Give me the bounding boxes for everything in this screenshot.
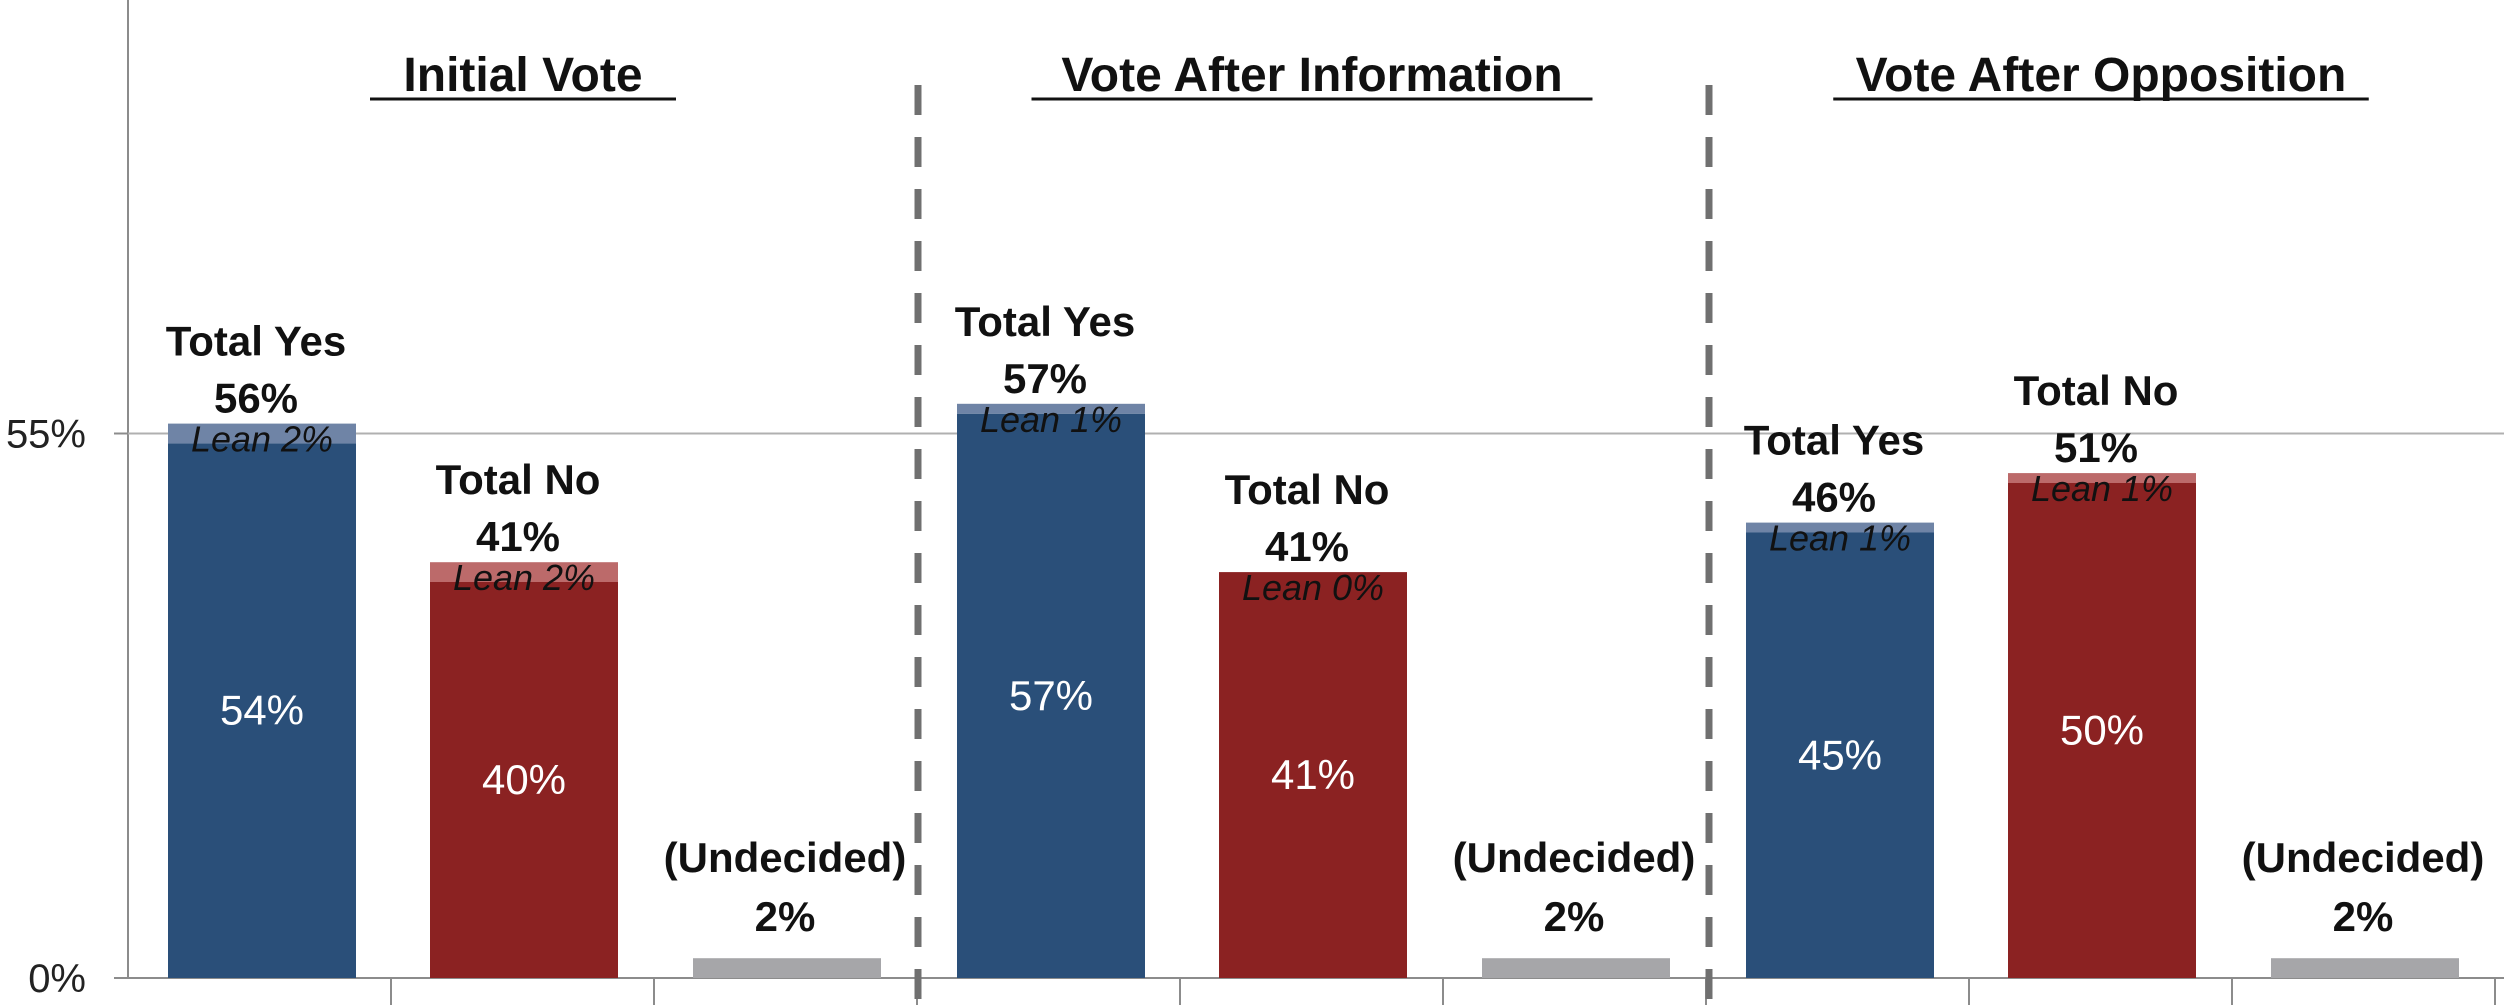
- yes-lean-bar: [957, 403, 1145, 414]
- no-base-value-label: 41%: [1271, 751, 1355, 798]
- yes-base-value-label: 54%: [220, 687, 304, 734]
- yes-total-label: Total Yes: [955, 298, 1136, 345]
- undecided-label: (Undecided): [664, 834, 907, 881]
- yes-total-value: 56%: [214, 375, 298, 422]
- undecided-bar: [1482, 958, 1670, 978]
- undecided-value: 2%: [1544, 893, 1605, 940]
- bars: [168, 403, 2459, 978]
- group-title: Vote After Opposition: [1856, 49, 2347, 102]
- group-title: Vote After Information: [1061, 49, 1562, 102]
- no-total-value: 41%: [1265, 523, 1349, 570]
- y-tick-label: 0%: [28, 957, 86, 1001]
- yes-lean-bar: [168, 423, 356, 444]
- no-base-value-label: 50%: [2060, 707, 2144, 754]
- undecided-label: (Undecided): [1453, 834, 1696, 881]
- no-lean-bar: [2008, 473, 2196, 483]
- yes-base-bar: [1746, 532, 1934, 978]
- no-base-bar: [2008, 483, 2196, 978]
- yes-total-value: 57%: [1003, 355, 1087, 402]
- no-lean-label: Lean 2%: [453, 557, 595, 598]
- y-tick-label: 55%: [6, 413, 86, 457]
- yes-lean-label: Lean 2%: [191, 419, 333, 460]
- no-base-bar: [1219, 572, 1407, 978]
- yes-lean-label: Lean 1%: [980, 399, 1122, 440]
- undecided-bar: [693, 958, 881, 978]
- no-total-label: Total No: [436, 456, 601, 503]
- no-total-label: Total No: [1225, 466, 1390, 513]
- no-total-value: 51%: [2054, 424, 2138, 471]
- yes-lean-bar: [1746, 522, 1934, 533]
- labels: Initial Vote 54% Lean 2% Total Yes 56% 40% Lea…: [166, 49, 2485, 940]
- no-lean-bar: [430, 562, 618, 582]
- yes-base-bar: [957, 413, 1145, 978]
- no-lean-label: Lean 1%: [2031, 468, 2173, 509]
- yes-lean-label: Lean 1%: [1769, 518, 1911, 559]
- yes-base-value-label: 57%: [1009, 672, 1093, 719]
- undecided-value: 2%: [755, 893, 816, 940]
- yes-base-bar: [168, 443, 356, 978]
- undecided-value: 2%: [2333, 893, 2394, 940]
- no-lean-label: Lean 0%: [1242, 567, 1384, 608]
- group-title: Initial Vote: [403, 49, 642, 102]
- yes-total-label: Total Yes: [166, 318, 347, 365]
- no-base-bar: [430, 582, 618, 978]
- yes-total-value: 46%: [1792, 474, 1876, 521]
- no-total-label: Total No: [2014, 367, 2179, 414]
- undecided-bar: [2271, 958, 2459, 978]
- yes-base-value-label: 45%: [1798, 731, 1882, 778]
- yes-total-label: Total Yes: [1744, 417, 1925, 464]
- no-base-value-label: 40%: [482, 756, 566, 803]
- undecided-label: (Undecided): [2242, 834, 2485, 881]
- no-total-value: 41%: [476, 513, 560, 560]
